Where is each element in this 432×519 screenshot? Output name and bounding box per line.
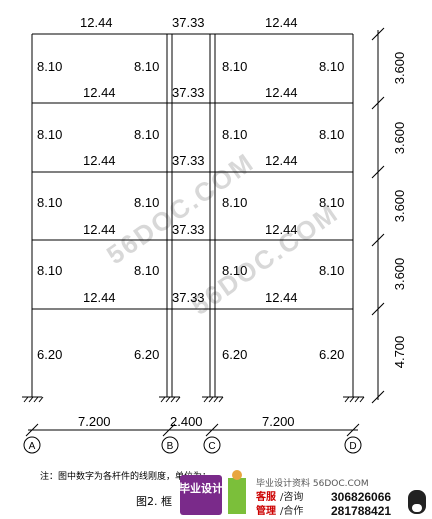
footer-manage-label: 管理 bbox=[256, 504, 276, 517]
support-d bbox=[343, 396, 365, 403]
svg-text:7.200: 7.200 bbox=[78, 414, 111, 429]
svg-text:8.10: 8.10 bbox=[37, 195, 62, 210]
beam-ab-roof-label: 12.44 bbox=[80, 15, 113, 30]
svg-text:8.10: 8.10 bbox=[134, 59, 159, 74]
vertical-dimensions bbox=[371, 27, 385, 404]
story-1-labels: 6.20 6.20 6.20 6.20 bbox=[37, 347, 344, 362]
svg-text:A: A bbox=[29, 441, 36, 452]
svg-text:C: C bbox=[208, 441, 215, 452]
story-2-labels: 8.10 8.10 8.10 8.10 12.44 37.33 12.44 bbox=[37, 263, 344, 305]
note-text: 注：图中数字为各杆件的线刚度，单位为： bbox=[40, 470, 211, 482]
svg-text:D: D bbox=[349, 441, 356, 452]
svg-text:8.10: 8.10 bbox=[222, 59, 247, 74]
svg-text:6.20: 6.20 bbox=[319, 347, 344, 362]
footer-logo: 毕业设计 bbox=[179, 481, 223, 495]
svg-text:8.10: 8.10 bbox=[222, 263, 247, 278]
footer-manage-qq: 281788421 bbox=[331, 504, 391, 518]
watermark: 56DOC.COM 56DOC.COM bbox=[101, 147, 344, 321]
horizontal-dimensions bbox=[25, 423, 360, 437]
svg-text:37.33: 37.33 bbox=[172, 222, 205, 237]
footer-title: 毕业设计资料 56DOC.COM bbox=[256, 477, 369, 489]
svg-text:3.600: 3.600 bbox=[392, 190, 407, 223]
svg-text:8.10: 8.10 bbox=[319, 263, 344, 278]
svg-text:8.10: 8.10 bbox=[319, 59, 344, 74]
svg-text:8.10: 8.10 bbox=[222, 127, 247, 142]
beam-cd-roof-label: 12.44 bbox=[265, 15, 298, 30]
support-b bbox=[159, 396, 181, 403]
svg-text:37.33: 37.33 bbox=[172, 85, 205, 100]
beam-bc-roof-label: 37.33 bbox=[172, 15, 205, 30]
footer-banner: 毕业设计 毕业设计资料 56DOC.COM 客服 /咨询 306826066 管… bbox=[179, 470, 426, 518]
svg-text:12.44: 12.44 bbox=[83, 290, 116, 305]
svg-text:3.600: 3.600 bbox=[392, 258, 407, 291]
svg-text:12.44: 12.44 bbox=[265, 153, 298, 168]
axis-b: B bbox=[161, 436, 179, 454]
svg-text:37.33: 37.33 bbox=[172, 290, 205, 305]
svg-text:8.10: 8.10 bbox=[37, 59, 62, 74]
support-a bbox=[22, 396, 44, 403]
svg-text:6.20: 6.20 bbox=[134, 347, 159, 362]
support-c bbox=[202, 396, 224, 403]
axis-markers: A B C D bbox=[23, 436, 362, 454]
axis-d: D bbox=[344, 436, 362, 454]
svg-text:12.44: 12.44 bbox=[83, 222, 116, 237]
svg-text:2.400: 2.400 bbox=[170, 414, 203, 429]
story-5-labels: 8.10 8.10 8.10 8.10 12.44 37.33 12.44 bbox=[37, 59, 344, 100]
svg-text:8.10: 8.10 bbox=[134, 195, 159, 210]
svg-text:37.33: 37.33 bbox=[172, 153, 205, 168]
svg-text:8.10: 8.10 bbox=[222, 195, 247, 210]
svg-text:12.44: 12.44 bbox=[83, 153, 116, 168]
svg-text:12.44: 12.44 bbox=[265, 290, 298, 305]
svg-text:8.10: 8.10 bbox=[37, 127, 62, 142]
frame-members bbox=[31, 33, 354, 397]
svg-text:12.44: 12.44 bbox=[83, 85, 116, 100]
svg-text:12.44: 12.44 bbox=[265, 85, 298, 100]
footer-logo-box bbox=[180, 475, 222, 515]
supports bbox=[22, 396, 365, 403]
footer-mascot-icon bbox=[228, 478, 246, 514]
footer-service-label: 客服 bbox=[255, 490, 277, 503]
story-4-labels: 8.10 8.10 8.10 8.10 12.44 37.33 12.44 bbox=[37, 127, 344, 168]
bay-width-labels: 7.200 2.400 7.200 bbox=[78, 414, 295, 429]
axis-a: A bbox=[23, 436, 41, 454]
footer-service-sub: /咨询 bbox=[280, 490, 303, 503]
svg-text:B: B bbox=[167, 441, 174, 452]
svg-text:8.10: 8.10 bbox=[319, 127, 344, 142]
svg-text:8.10: 8.10 bbox=[319, 195, 344, 210]
story-height-labels: 3.600 3.600 3.600 3.600 4.700 bbox=[392, 52, 407, 369]
footer-manage-sub: /合作 bbox=[280, 504, 303, 517]
svg-text:7.200: 7.200 bbox=[262, 414, 295, 429]
story-3-labels: 8.10 8.10 8.10 8.10 12.44 37.33 12.44 bbox=[37, 195, 344, 237]
axis-c: C bbox=[203, 436, 221, 454]
footer-service-qq: 306826066 bbox=[331, 490, 391, 504]
svg-text:4.700: 4.700 bbox=[392, 336, 407, 369]
figure-caption: 图2. 框 bbox=[136, 495, 172, 508]
svg-text:3.600: 3.600 bbox=[392, 122, 407, 155]
svg-text:8.10: 8.10 bbox=[134, 263, 159, 278]
svg-text:3.600: 3.600 bbox=[392, 52, 407, 85]
svg-text:8.10: 8.10 bbox=[134, 127, 159, 142]
roof-beam-labels: 12.44 37.33 12.44 bbox=[80, 15, 298, 30]
svg-text:6.20: 6.20 bbox=[222, 347, 247, 362]
svg-text:6.20: 6.20 bbox=[37, 347, 62, 362]
svg-text:12.44: 12.44 bbox=[265, 222, 298, 237]
svg-text:8.10: 8.10 bbox=[37, 263, 62, 278]
